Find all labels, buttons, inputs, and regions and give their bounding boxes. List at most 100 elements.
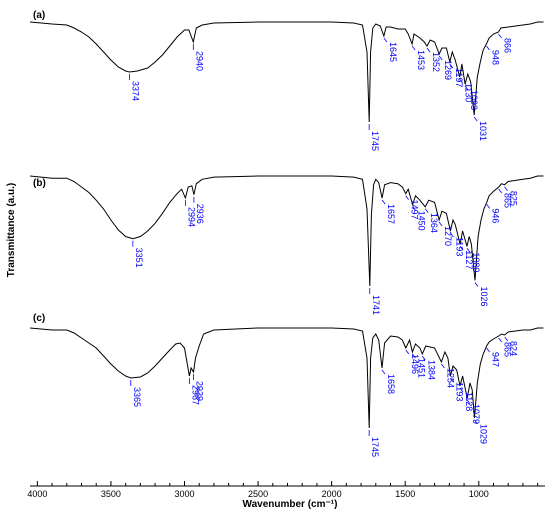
peak-annotation: 1197: [449, 63, 464, 87]
peak-marker: [466, 399, 471, 405]
peak-label: 865: [503, 342, 513, 357]
peak-label: 1031: [478, 121, 488, 141]
peak-label: 1451: [416, 358, 426, 378]
peak-annotation: 2936: [193, 196, 205, 224]
peak-annotation: 948: [486, 45, 500, 65]
peak-marker: [504, 336, 509, 342]
peak-annotation: 824: [504, 336, 519, 356]
peak-annotation: 865: [498, 188, 513, 208]
peak-annotation: 2939: [193, 374, 205, 401]
peak-annotation: 1453: [411, 45, 426, 70]
peak-annotation: 1026: [474, 282, 489, 306]
peak-marker: [459, 78, 463, 84]
peak-marker: [504, 186, 508, 192]
peak-label: 1029: [479, 424, 489, 444]
peak-marker: [412, 353, 416, 359]
peak-label: 1093: [469, 90, 479, 110]
peak-marker: [411, 45, 416, 51]
peak-marker: [498, 188, 502, 194]
peak-annotation: 1079: [466, 399, 481, 424]
peak-annotation: 2967: [188, 378, 200, 405]
peak-annotation: 1745: [368, 124, 380, 151]
peak-annotation: 865: [498, 337, 513, 357]
peak-annotation: 1451: [412, 353, 426, 378]
peak-marker: [486, 45, 490, 51]
peak-annotation: 1254: [441, 363, 455, 388]
peak-annotation: 3365: [130, 380, 142, 407]
peak-annotation: 825: [504, 186, 519, 206]
peak-annotation: 1193: [450, 232, 464, 256]
x-tick-label: 3500: [101, 489, 121, 499]
panel-label: (b): [33, 178, 46, 189]
peak-annotation: 1645: [383, 37, 398, 62]
peak-annotation: 1128: [459, 387, 474, 411]
peak-marker: [498, 337, 502, 343]
peak-marker: [405, 349, 410, 355]
peak-label: 2994: [186, 207, 196, 227]
peak-annotation: 1130: [459, 78, 474, 102]
peak-marker: [421, 355, 426, 361]
y-axis-label: Transmittance (a.u.): [6, 183, 17, 277]
peak-annotation: 1657: [381, 199, 396, 224]
panel-label: (a): [33, 10, 45, 21]
peak-label: 866: [503, 38, 513, 53]
peak-label: 824: [509, 341, 519, 356]
peak-label: 1496: [410, 354, 420, 374]
peak-marker: [473, 116, 478, 122]
peak-label: 865: [503, 193, 513, 208]
peak-label: 825: [509, 191, 519, 206]
peak-annotation: 1270: [438, 221, 453, 246]
peak-label: 1269: [443, 60, 453, 80]
x-tick-label: 1500: [395, 489, 415, 499]
peak-label: 1079: [471, 404, 481, 424]
peak-marker: [438, 221, 443, 227]
peak-label: 3374: [131, 81, 141, 101]
peak-annotation: 1364: [424, 208, 439, 233]
peak-marker: [424, 208, 429, 214]
peak-label: 1364: [429, 213, 439, 233]
peak-marker: [412, 206, 416, 211]
peak-marker: [426, 47, 431, 53]
peak-annotation: 1384: [421, 355, 436, 380]
peak-marker: [383, 37, 388, 43]
peak-marker: [441, 363, 445, 369]
peak-label: 948: [490, 50, 500, 65]
peak-annotation: 947: [486, 347, 501, 367]
peak-label: 1193: [454, 237, 464, 256]
panel-label: (c): [33, 313, 45, 324]
peak-annotation: 1093: [464, 85, 479, 110]
peak-marker: [474, 419, 478, 425]
peak-annotation: 1193: [450, 377, 464, 401]
peak-annotation: 3374: [129, 74, 141, 101]
spectrum-line: [29, 175, 544, 287]
peak-annotation: 1127: [459, 245, 474, 270]
peak-marker: [450, 232, 454, 238]
peak-label: 2967: [190, 385, 200, 405]
peak-label: 947: [491, 352, 501, 367]
peak-annotation: 1352: [426, 47, 441, 72]
peak-label: 3351: [134, 248, 144, 268]
peak-marker: [449, 63, 454, 69]
peak-marker: [459, 245, 464, 251]
peak-marker: [474, 282, 479, 287]
peak-annotation: 1031: [473, 116, 488, 141]
peak-marker: [381, 199, 386, 205]
peak-marker: [438, 55, 443, 61]
peak-label: 1080: [471, 252, 481, 272]
peak-annotation: 3351: [132, 240, 144, 268]
peak-marker: [405, 195, 409, 200]
peak-label: 1658: [386, 374, 396, 394]
peak-label: 1197: [454, 68, 464, 87]
peak-annotation: 1745: [368, 430, 380, 457]
x-tick-label: 1000: [469, 489, 489, 499]
peak-label: 1657: [386, 204, 396, 224]
peak-marker: [498, 33, 502, 39]
peak-label: 1130: [464, 83, 474, 102]
peak-annotation: 946: [486, 204, 501, 223]
peak-annotation: 2940: [192, 44, 204, 71]
spectrum-line: [29, 327, 544, 429]
